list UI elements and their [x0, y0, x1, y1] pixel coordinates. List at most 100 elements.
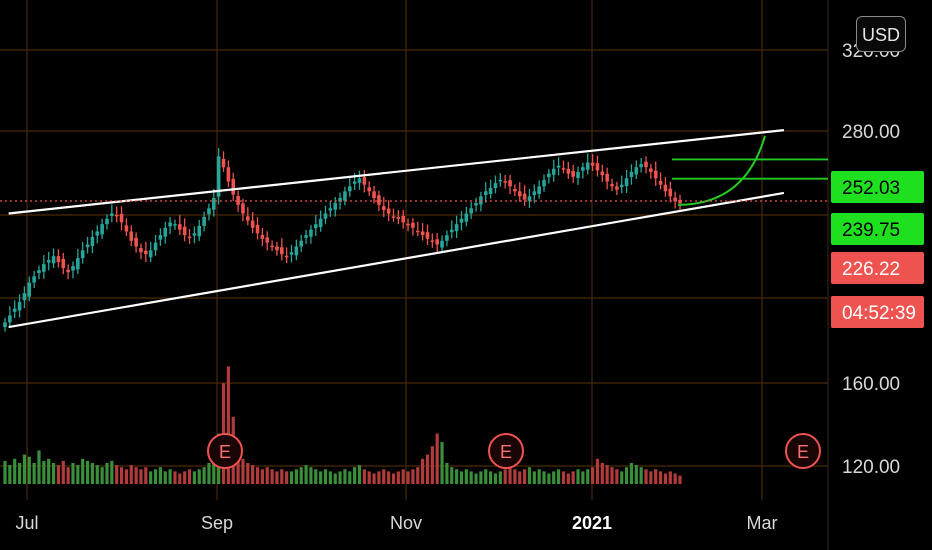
candle-body — [381, 206, 386, 210]
volume-bar — [285, 471, 289, 484]
candle-body — [649, 168, 653, 172]
candle-body — [221, 158, 226, 168]
volume-bar — [484, 469, 488, 484]
volume-bar — [527, 467, 532, 484]
candle-body — [595, 163, 600, 171]
bar-countdown-tag-text: 04:52:39 — [842, 303, 916, 324]
volume-bar — [396, 471, 400, 484]
volume-bar — [212, 454, 216, 484]
candle-body — [95, 231, 100, 236]
candle-body — [22, 293, 27, 301]
volume-bar — [571, 471, 575, 484]
candle-body — [216, 156, 221, 197]
volume-bars — [3, 366, 682, 484]
candle-body — [12, 308, 17, 312]
earnings-marker[interactable]: E — [785, 433, 821, 469]
volume-bar — [280, 469, 284, 484]
earnings-marker-label: E — [797, 442, 809, 462]
price-tags: 252.03 239.75 226.22 04:52:39 — [831, 171, 924, 328]
chart-grid — [0, 0, 829, 550]
candle-body — [527, 196, 532, 202]
volume-bar — [61, 460, 65, 484]
candle-body — [129, 231, 134, 241]
support-price-tag: 239.75 — [831, 213, 924, 245]
candle-body — [469, 208, 473, 214]
last-price-tag: 226.22 — [831, 252, 924, 284]
candle-body — [105, 218, 109, 225]
candle-body — [119, 213, 124, 223]
candle-body — [275, 246, 279, 251]
volume-bar — [76, 465, 80, 484]
candle-body — [231, 178, 236, 195]
candle-body — [459, 218, 464, 223]
volume-bar — [8, 465, 12, 484]
candle-body — [279, 247, 284, 255]
candle-body — [100, 224, 104, 235]
candle-body — [629, 171, 634, 177]
volume-bar — [81, 458, 85, 484]
date-tick-label: Sep — [201, 513, 233, 533]
volume-bar — [246, 463, 250, 484]
candle-body — [304, 235, 308, 238]
candle-body — [352, 181, 357, 184]
volume-bar — [197, 469, 201, 484]
candle-body — [17, 301, 22, 311]
candle-body — [440, 240, 444, 248]
volume-bar — [47, 458, 51, 484]
date-tick-label: Mar — [747, 513, 778, 533]
candle-body — [513, 188, 517, 192]
candle-body — [158, 235, 163, 240]
candle-body — [90, 237, 95, 247]
volume-bar — [105, 463, 109, 484]
volume-bar — [595, 458, 600, 484]
price-tick-label: 120.00 — [842, 457, 900, 478]
candle-body — [415, 230, 420, 233]
volume-bar — [605, 465, 609, 484]
support-price-tag-text: 239.75 — [842, 220, 900, 241]
volume-bar — [610, 467, 614, 484]
candle-body — [571, 170, 575, 177]
volume-bar — [479, 471, 483, 484]
volume-bar — [430, 446, 434, 484]
volume-bar — [421, 458, 425, 484]
candle-body — [80, 250, 85, 259]
candle-body — [178, 224, 182, 230]
volume-bar — [226, 366, 230, 484]
candle-body — [454, 224, 459, 232]
volume-bar — [348, 471, 352, 484]
volume-bar — [411, 469, 415, 484]
target-price-tag: 252.03 — [831, 171, 924, 203]
candle-body — [493, 183, 498, 189]
projection-curve — [677, 135, 766, 206]
volume-bar — [566, 473, 570, 484]
volume-bar — [503, 469, 507, 484]
volume-bar — [319, 471, 323, 484]
candle-body — [313, 224, 318, 229]
volume-bar — [202, 467, 206, 484]
currency-button[interactable]: USD — [856, 16, 906, 52]
volume-bar — [260, 469, 264, 484]
candle-body — [644, 161, 648, 168]
candle-body — [37, 270, 41, 274]
candlesticks — [3, 148, 682, 332]
candle-body — [673, 197, 677, 202]
candle-body — [401, 215, 406, 223]
volume-bar — [338, 471, 342, 484]
candle-body — [420, 231, 425, 236]
candle-body — [347, 186, 352, 192]
candle-body — [114, 214, 119, 217]
volume-bar — [523, 469, 527, 484]
candle-body — [173, 224, 177, 226]
candle-body — [76, 258, 80, 270]
candle-body — [328, 208, 333, 211]
volume-bar — [241, 458, 245, 484]
earnings-marker[interactable]: E — [207, 433, 243, 469]
volume-bar — [323, 469, 328, 484]
price-tick-label: 160.00 — [842, 374, 900, 395]
earnings-marker[interactable]: E — [488, 433, 524, 469]
volume-bar — [474, 473, 478, 484]
candle-body — [619, 184, 624, 188]
candle-body — [299, 240, 304, 247]
